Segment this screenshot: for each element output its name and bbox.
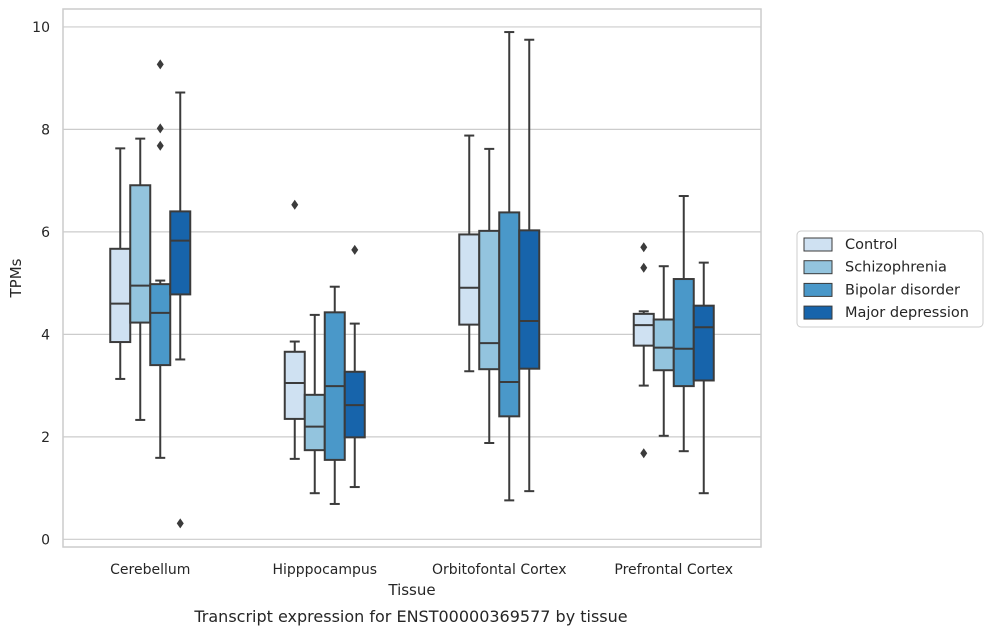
legend-swatch <box>803 282 833 297</box>
y-axis-label: TPMs <box>7 258 25 298</box>
legend-swatch <box>803 260 833 275</box>
box-body <box>303 393 326 452</box>
box <box>692 261 715 495</box>
legend-label: Control <box>845 237 897 253</box>
box <box>498 31 521 502</box>
legend-swatch <box>803 305 833 320</box>
box-series <box>109 31 715 529</box>
box <box>129 137 152 421</box>
outlier-point <box>640 262 648 273</box>
box-body <box>283 350 306 420</box>
box <box>458 134 481 373</box>
outlier-point <box>351 244 359 255</box>
legend: Control Schizophrenia Bipolar disorder Majo… <box>796 230 984 328</box>
box-body <box>632 312 655 347</box>
legend-label: Major depression <box>845 305 969 321</box>
x-tick-label: Cerebellum <box>110 562 190 578</box>
box-body <box>129 184 152 324</box>
chart-caption: Transcript expression for ENST0000036957… <box>193 607 627 626</box>
box <box>283 199 306 460</box>
legend-frame <box>796 230 984 328</box>
x-axis-label: Tissue <box>387 581 435 599</box>
outlier-point <box>156 140 164 151</box>
y-tick-label: 8 <box>41 122 50 138</box>
box <box>169 91 192 529</box>
box-body <box>478 229 501 371</box>
box-body <box>692 304 715 382</box>
y-tick-label: 0 <box>41 532 50 548</box>
box-body <box>149 283 172 367</box>
outlier-point <box>640 448 648 459</box>
legend-label: Schizophrenia <box>845 260 947 276</box>
box-body <box>672 278 695 388</box>
plot-area-frame <box>62 8 762 548</box>
x-tick-label: Hipppocampus <box>272 562 377 578</box>
y-tick-label: 10 <box>32 20 50 36</box>
box-body <box>498 211 521 418</box>
x-tick-label: Prefrontal Cortex <box>614 562 733 578</box>
box <box>518 38 541 493</box>
x-tick-labels: Cerebellum Hipppocampus Orbitofontal Corte… <box>110 562 733 578</box>
outlier-point <box>640 242 648 253</box>
legend-label: Bipolar disorder <box>845 282 960 298</box>
x-tick-label: Orbitofontal Cortex <box>432 562 567 578</box>
outlier-point <box>176 518 184 529</box>
outlier-point <box>291 199 299 210</box>
y-tick-label: 4 <box>41 327 50 343</box>
y-tick-labels: 0 2 4 6 8 10 <box>32 20 50 548</box>
y-tick-label: 6 <box>41 225 50 241</box>
outlier-point <box>156 59 164 70</box>
box <box>343 244 366 489</box>
box-body <box>458 233 481 326</box>
box-body <box>169 210 192 296</box>
box <box>652 265 675 437</box>
plot-area-background <box>63 9 761 547</box>
outlier-point <box>156 123 164 134</box>
box <box>149 59 172 459</box>
box-body <box>109 247 132 344</box>
y-tick-label: 2 <box>41 430 50 446</box>
legend-swatch <box>803 237 833 252</box>
box-body <box>652 318 675 372</box>
box <box>303 313 326 495</box>
box-body <box>518 229 541 370</box>
box <box>109 147 132 380</box>
